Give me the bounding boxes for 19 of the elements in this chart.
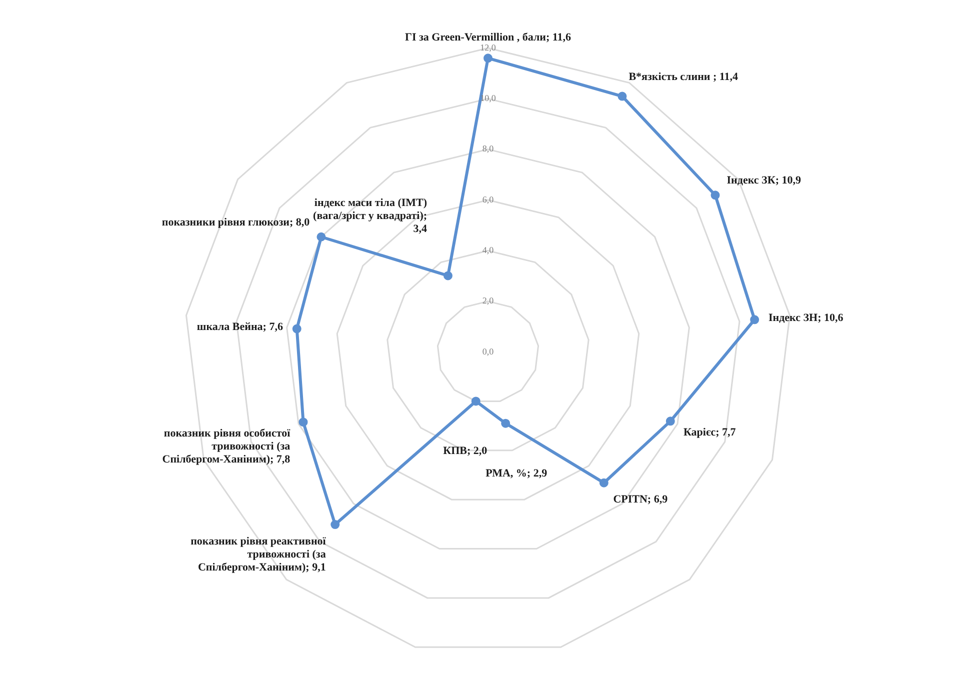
spoke-label: КПВ; 2,0 <box>443 445 488 458</box>
spoke-label: показник рівня реактивної тривожності (за Спілбергом-Ханіним); 9,1 <box>190 535 327 574</box>
spoke-label: показники рівня глюкози; 8,0 <box>162 216 310 228</box>
y-tick-label: 4,0 <box>482 245 494 256</box>
spoke-label: шкала Вейна; 7,6 <box>196 320 284 333</box>
spoke-label: РМА, %; 2,9 <box>486 467 548 480</box>
y-tick-label: 0,0 <box>482 346 494 356</box>
spoke-label: CPITN; 6,9 <box>613 494 668 506</box>
y-tick-label: 2,0 <box>482 296 494 306</box>
spoke-label: Карієс; 7,7 <box>683 426 736 438</box>
spoke-label: Індекс ЗК; 10,9 <box>726 174 802 187</box>
y-tick-label: 8,0 <box>482 144 494 154</box>
spoke-label: ГІ за Green-Vermillion , бали; 11,6 <box>404 31 572 44</box>
spoke-label: В*язкість слини ; 11,4 <box>628 71 739 84</box>
spoke-label: Індекс ЗН; 10,6 <box>768 312 844 324</box>
spoke-label: індекс маси тіла (ІМТ) (вага/зріст у квадраті); 3,4 <box>313 197 428 236</box>
spoke-label: показник рівня особистої тривожності (за Спілбергом-Ханіним); 7,8 <box>162 427 292 466</box>
y-tick-label: 12,0 <box>480 42 496 52</box>
y-tick-label: 6,0 <box>482 194 494 204</box>
